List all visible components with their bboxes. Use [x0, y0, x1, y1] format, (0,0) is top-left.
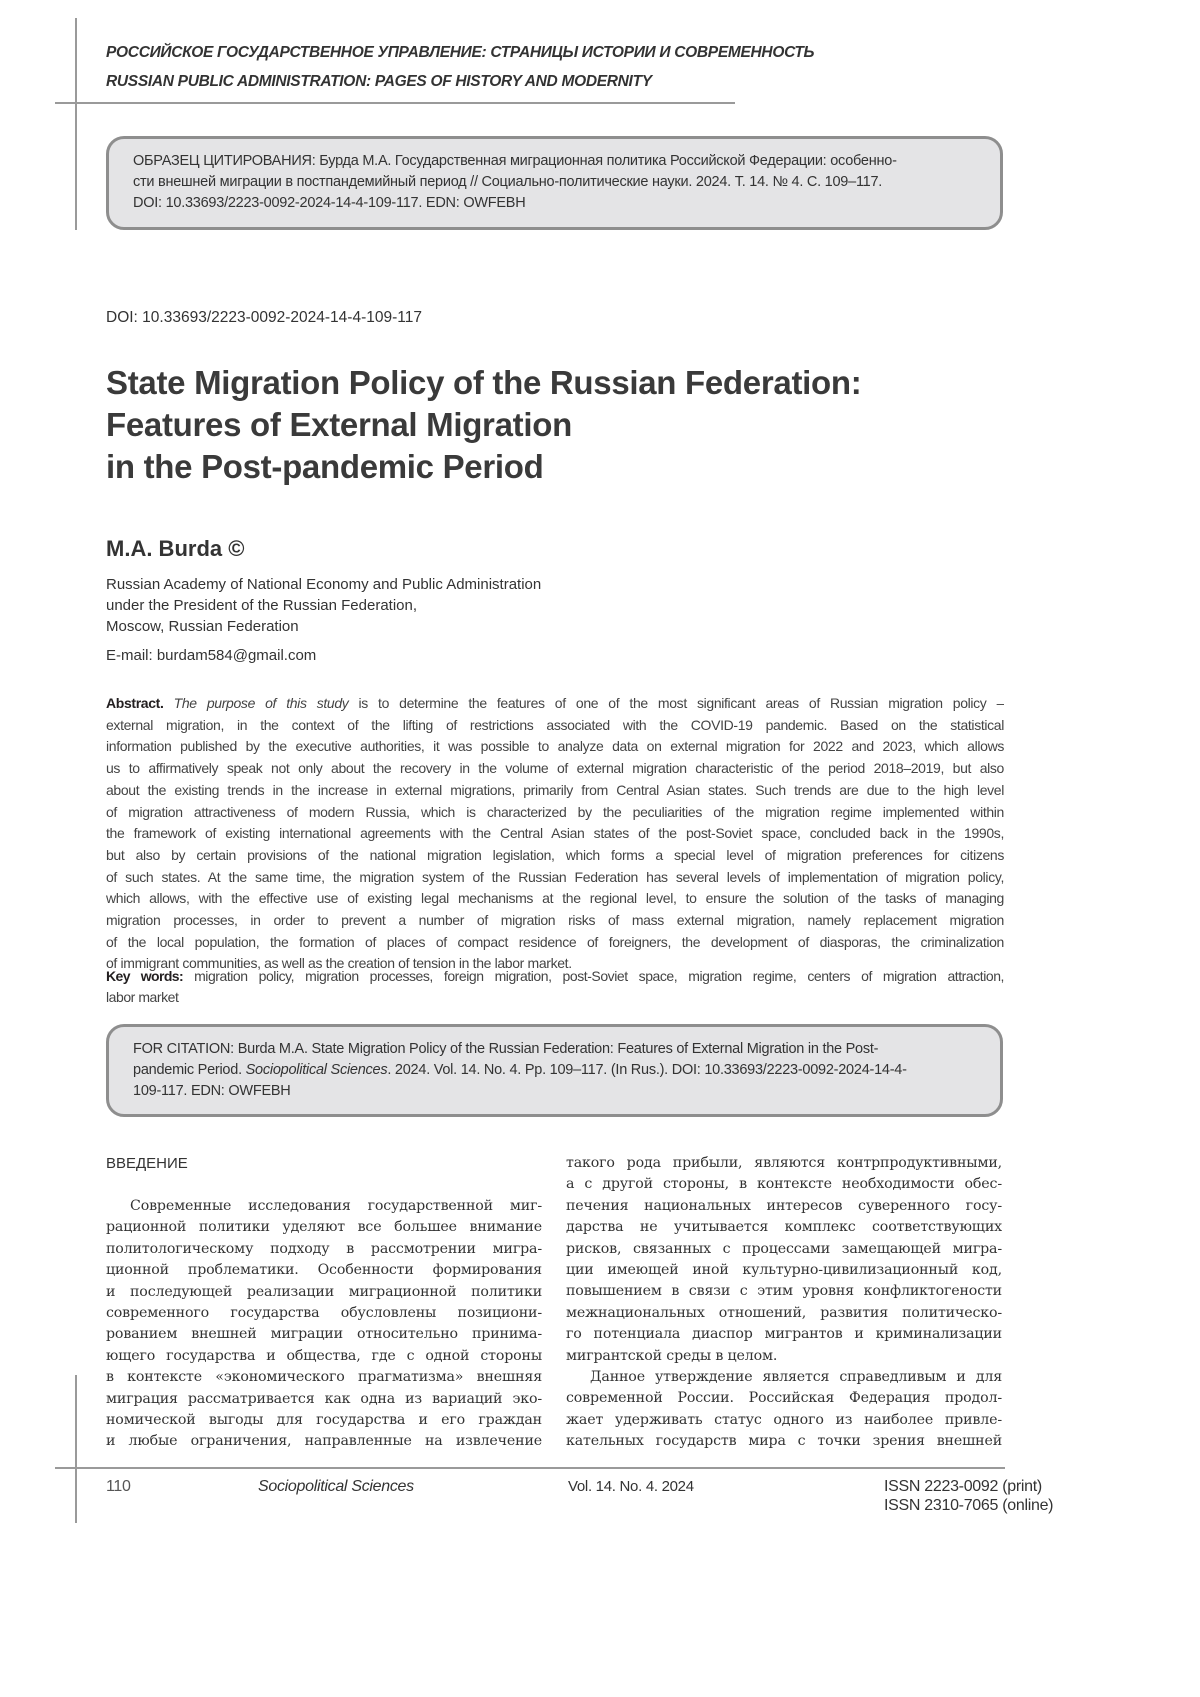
- running-head-en: RUSSIAN PUBLIC ADMINISTRATION: PAGES OF …: [106, 73, 652, 91]
- doi: DOI: 10.33693/2223-0092-2024-14-4-109-11…: [106, 309, 422, 327]
- keywords-line: Key words: migration policy, migration p…: [106, 966, 1004, 987]
- right-column: такого рода прибыли, являются контрпроду…: [566, 1153, 1002, 1453]
- body-text-line: мигрантской среды в целом.: [566, 1346, 1002, 1367]
- citation-box-en: FOR CITATION: Burda M.A. State Migration…: [106, 1024, 1003, 1117]
- citation-journal: Sociopolitical Sciences: [246, 1062, 388, 1078]
- author-email: E-mail: burdam584@gmail.com: [106, 647, 316, 664]
- body-text-line: современного государства обусловлены поз…: [106, 1303, 542, 1324]
- body-text-line: такого рода прибыли, являются контрпроду…: [566, 1153, 1002, 1174]
- abstract-line: which allows, with the effective use of …: [106, 888, 1004, 910]
- abstract-line: of such states. At the same time, the mi…: [106, 867, 1004, 889]
- article-title: State Migration Policy of the Russian Fe…: [106, 362, 861, 488]
- body-text-line: номической выгоды для государства и его …: [106, 1410, 542, 1431]
- abstract-line: the framework of existing international …: [106, 823, 1004, 845]
- body-text-line: современной России. Российская Федерация…: [566, 1388, 1002, 1409]
- header-horizontal-rule: [55, 102, 735, 104]
- body-text-line: ющего государства и общества, где с одно…: [106, 1346, 542, 1367]
- citation-ru-line: ОБРАЗЕЦ ЦИТИРОВАНИЯ: Бурда М.А. Государс…: [133, 151, 976, 172]
- body-text-line: ционной проблематики. Особенности формир…: [106, 1260, 542, 1281]
- citation-text: . 2024. Vol. 14. No. 4. Pp. 109–117. (In…: [387, 1062, 906, 1078]
- body-text-line: печения национальных интересов суверенно…: [566, 1196, 1002, 1217]
- body-text-line: го потенциала диаспор мигрантов и кримин…: [566, 1324, 1002, 1345]
- title-line: Features of External Migration: [106, 404, 861, 446]
- citation-ru-line: DOI: 10.33693/2223-0092-2024-14-4-109-11…: [133, 193, 976, 214]
- citation-ru-line: сти внешней миграции в постпандемийный п…: [133, 172, 976, 193]
- abstract-purpose: The purpose of this study: [174, 695, 349, 711]
- body-text-line: рованием внешней миграции относительно п…: [106, 1324, 542, 1345]
- affiliation-line: Moscow, Russian Federation: [106, 616, 541, 637]
- abstract-line: external migration, in the context of th…: [106, 715, 1004, 737]
- abstract-line: migration processes, in order to prevent…: [106, 910, 1004, 932]
- abstract-text: is to determine the features of one of t…: [348, 695, 1004, 711]
- abstract-line: information published by the executive a…: [106, 736, 1004, 758]
- footer-issue: Vol. 14. No. 4. 2024: [568, 1478, 694, 1495]
- running-head-ru: РОССИЙСКОЕ ГОСУДАРСТВЕННОЕ УПРАВЛЕНИЕ: С…: [106, 44, 814, 62]
- keywords-line: labor market: [106, 987, 1004, 1008]
- keywords-text: migration policy, migration processes, f…: [183, 968, 1004, 984]
- citation-en-line: 109-117. EDN: OWFEBH: [133, 1081, 976, 1102]
- body-text-line: и последующей реализации миграционной по…: [106, 1282, 542, 1303]
- affiliation: Russian Academy of National Economy and …: [106, 574, 541, 637]
- abstract-line: about the existing trends in the increas…: [106, 780, 1004, 802]
- body-text-line: рисков, связанных с процессами замещающе…: [566, 1239, 1002, 1260]
- body-text-line: Современные исследования государственной…: [106, 1196, 542, 1217]
- keywords: Key words: migration policy, migration p…: [106, 966, 1004, 1008]
- abstract-line: of migration attractiveness of modern Ru…: [106, 802, 1004, 824]
- body-text-line: а с другой стороны, в контексте необходи…: [566, 1174, 1002, 1195]
- body-text-line: рационной политики уделяют все большее в…: [106, 1217, 542, 1238]
- page-number: 110: [106, 1478, 131, 1496]
- body-text-line: в контексте «экономического прагматизма»…: [106, 1367, 542, 1388]
- body-text-line: дарства не учитывается комплекс соответс…: [566, 1217, 1002, 1238]
- header-vertical-rule: [75, 18, 77, 230]
- body-text-line: кательных государств мира с точки зрения…: [566, 1431, 1002, 1452]
- left-column: Современные исследования государственной…: [106, 1196, 542, 1453]
- footer-journal: Sociopolitical Sciences: [258, 1478, 414, 1496]
- footer-vertical-rule: [75, 1375, 77, 1523]
- footer-horizontal-rule: [55, 1467, 1005, 1469]
- body-text-line: межнациональных отношений, развития поли…: [566, 1303, 1002, 1324]
- body-text-line: жает удерживать статус одного из наиболе…: [566, 1410, 1002, 1431]
- abstract: Abstract. The purpose of this study is t…: [106, 693, 1004, 975]
- citation-text: pandemic Period.: [133, 1062, 246, 1078]
- body-text-line: повышением в связи с этим уровня конфлик…: [566, 1281, 1002, 1302]
- citation-en-line: pandemic Period. Sociopolitical Sciences…: [133, 1060, 976, 1081]
- issn-online: ISSN 2310-7065 (online): [884, 1497, 1053, 1515]
- affiliation-line: Russian Academy of National Economy and …: [106, 574, 541, 595]
- abstract-line: of the local population, the formation o…: [106, 932, 1004, 954]
- abstract-line: Abstract. The purpose of this study is t…: [106, 693, 1004, 715]
- body-text-line: миграция рассматривается как одна из вар…: [106, 1389, 542, 1410]
- issn-print: ISSN 2223-0092 (print): [884, 1478, 1042, 1496]
- body-text-line: политологическому подходу в рассмотрении…: [106, 1239, 542, 1260]
- citation-en-line: FOR CITATION: Burda M.A. State Migration…: [133, 1039, 976, 1060]
- abstract-line: but also by certain provisions of the na…: [106, 845, 1004, 867]
- title-line: State Migration Policy of the Russian Fe…: [106, 362, 861, 404]
- author-name: M.A. Burda ©: [106, 536, 244, 562]
- abstract-line: us to affirmatively speak not only about…: [106, 758, 1004, 780]
- body-text-line: ции имеющей иной культурно-цивилизационн…: [566, 1260, 1002, 1281]
- title-line: in the Post-pandemic Period: [106, 446, 861, 488]
- body-text-line: Данное утверждение является справедливым…: [566, 1367, 1002, 1388]
- body-text-line: и любые ограничения, направленные на изв…: [106, 1431, 542, 1452]
- citation-box-ru: ОБРАЗЕЦ ЦИТИРОВАНИЯ: Бурда М.А. Государс…: [106, 136, 1003, 230]
- affiliation-line: under the President of the Russian Feder…: [106, 595, 541, 616]
- keywords-label: Key words:: [106, 968, 183, 984]
- abstract-label: Abstract.: [106, 695, 164, 711]
- section-heading: ВВЕДЕНИЕ: [106, 1155, 188, 1172]
